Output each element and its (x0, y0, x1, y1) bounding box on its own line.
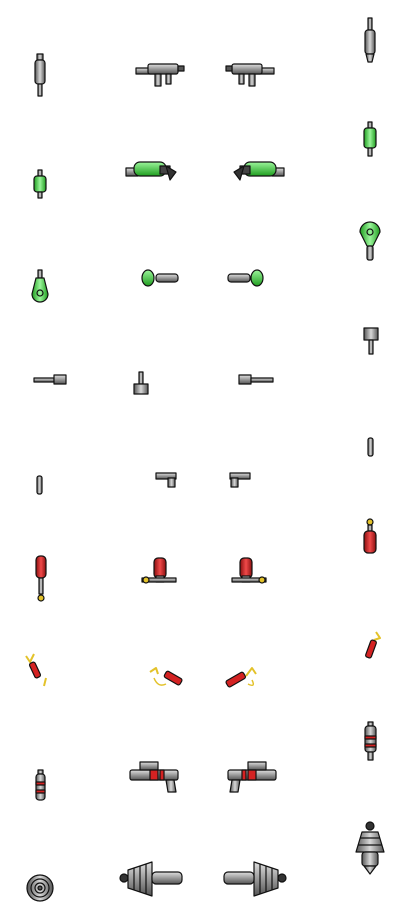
red-striped-canister-icon (35, 769, 46, 801)
coiled-drill-icon (355, 821, 385, 875)
scraper-icon (33, 374, 67, 385)
green-cell-icon (363, 121, 377, 157)
pistol-icon (229, 472, 251, 488)
red-grenade-icon (35, 555, 47, 602)
red-grenade-icon (231, 557, 267, 584)
scraper-icon (238, 374, 274, 385)
dynamite-icon (25, 653, 47, 687)
flashlight-icon (34, 53, 46, 97)
green-emitter-icon (359, 221, 381, 261)
scraper-icon (133, 371, 149, 395)
green-emitter-icon (31, 269, 49, 303)
flashlight-icon (364, 17, 376, 63)
red-striped-blaster-icon (129, 761, 179, 793)
green-plasma-rifle-icon (125, 161, 177, 181)
green-cell-icon (33, 169, 47, 199)
dynamite-icon (225, 667, 257, 688)
dynamite-icon (365, 631, 381, 659)
green-emitter-icon (227, 269, 264, 287)
red-striped-blaster-icon (227, 761, 277, 793)
red-grenade-icon (141, 557, 177, 584)
pistol-icon (155, 472, 177, 488)
green-plasma-rifle-icon (233, 161, 285, 181)
submachine-gun-icon (225, 63, 275, 87)
dynamite-icon (149, 667, 183, 686)
coiled-drill-icon (223, 861, 287, 897)
pistol-icon (36, 475, 43, 495)
pistol-icon (367, 437, 374, 457)
scraper-icon (363, 327, 379, 355)
red-striped-canister-icon (364, 721, 377, 761)
submachine-gun-icon (135, 63, 185, 87)
red-grenade-icon (363, 518, 377, 554)
green-emitter-icon (141, 269, 179, 287)
coiled-drill-icon (26, 874, 54, 902)
coiled-drill-icon (119, 861, 183, 897)
